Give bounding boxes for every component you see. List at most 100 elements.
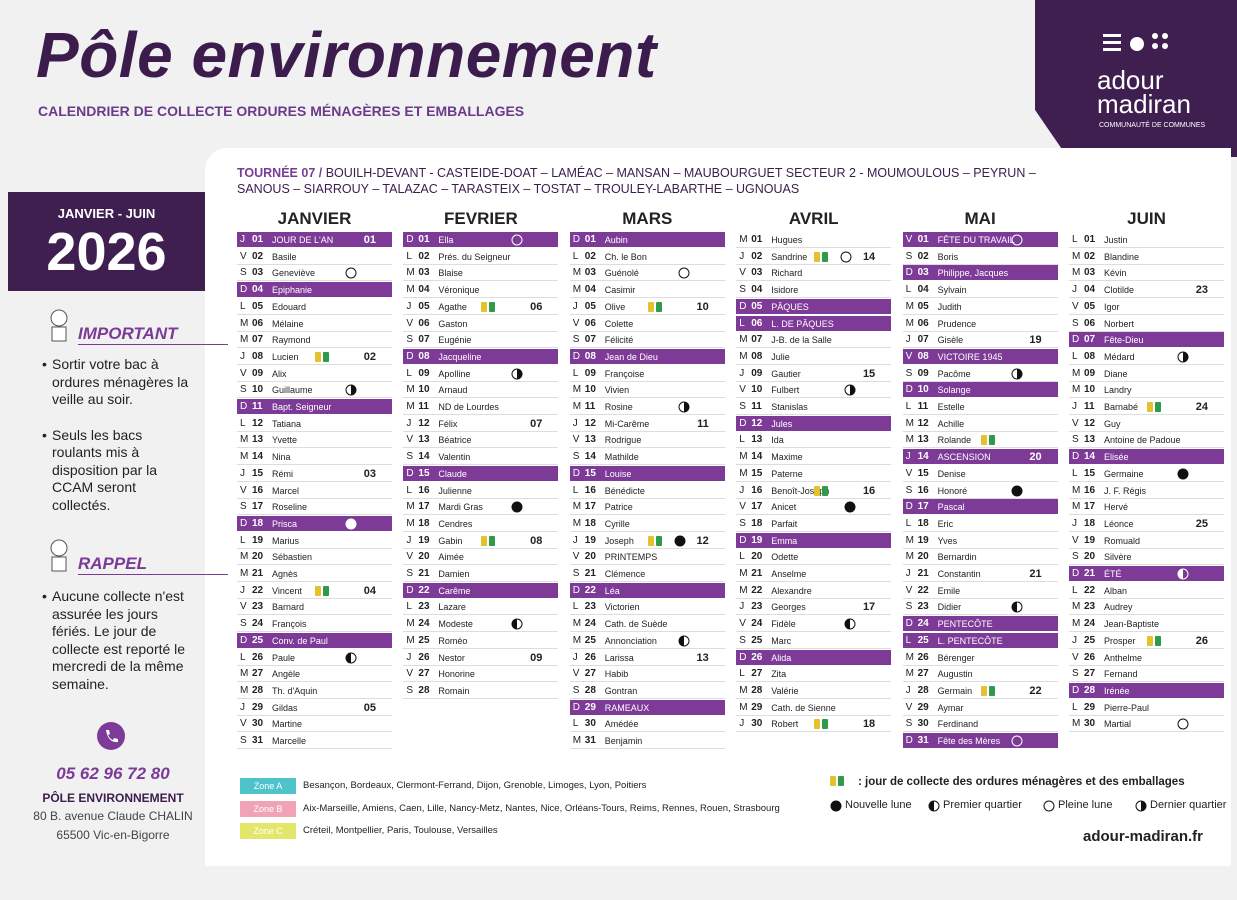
day-row: V 10 Fulbert [736,382,892,399]
weekday: J [406,417,412,429]
day-number: 28 [584,684,596,696]
day-number: 07 [418,334,430,346]
day-row: S 20 Silvère [1069,549,1224,566]
day-row: J 19 Joseph 12 [569,533,725,549]
saint: Conv. de Paul [272,635,328,646]
weekday: V [905,584,913,596]
weekday: V [739,384,746,396]
day-row: M 13 Rolande [902,432,1058,449]
bin-icon [830,773,850,789]
saint: Eugénie [438,335,472,346]
day-number: 08 [917,350,929,362]
saint: Rémi [272,468,294,479]
saint: Victorien [604,602,640,613]
moon-last [511,368,523,380]
day-number: 07 [584,334,596,346]
day-row: V 02 Basile [237,249,392,265]
day-number: 19 [584,534,596,546]
saint: Audrey [1104,602,1133,613]
saint: J. F. Régis [1104,485,1147,496]
logo-icon [1103,33,1168,51]
saint: Martial [1104,719,1132,730]
day-row: M 31 Benjamin [569,733,725,749]
saint: Aubin [604,235,628,245]
day-row: M 15 Paterne [736,466,892,482]
day-number: 04 [751,284,763,296]
week-number: 01 [363,234,376,246]
important-title: IMPORTANT [78,324,228,345]
day-row: S 28 Romain [403,683,559,699]
day-number: 23 [584,601,596,613]
bin-legend: : jour de collecte des ordures ménagères… [858,776,1185,788]
weekday: S [240,267,247,279]
day-number: 09 [418,367,430,379]
saint: Ch. le Bon [604,251,647,262]
day-row: D 12 Jules [736,415,892,432]
saint: Yves [937,535,958,546]
day-row: S 03 Geneviève [237,265,392,282]
saint: Fernand [1104,669,1138,680]
day-number: 02 [584,250,596,262]
saint: Mélaine [272,318,304,329]
weekday: J [905,334,911,346]
day-number: 27 [751,668,763,680]
saint: Mathilde [604,452,639,463]
weekday: J [572,651,578,663]
weekday: J [739,484,745,496]
day-row: D 14 Elisée [1069,449,1224,466]
week-number: 19 [1029,334,1042,347]
day-number: 10 [1084,384,1096,396]
day-number: 01 [751,234,763,245]
day-row: D 25 Conv. de Paul [237,632,392,649]
saint: Augustin [937,669,973,680]
saint: Prosper [1104,635,1136,646]
day-row: M 25 Roméo [403,633,559,649]
day-row: L 02 Prés. du Seigneur [403,249,559,265]
weekday: D [572,234,581,245]
day-number: 09 [584,367,596,379]
saint: Barnabé [1104,402,1139,412]
weekday: M [1072,601,1081,613]
saint: Guillaume [272,385,313,396]
day-number: 29 [584,701,596,713]
year-box: JANVIER - JUIN 2026 [8,192,205,291]
weekday: L [1072,467,1078,479]
weekday: S [572,684,580,696]
day-row: L 02 Ch. le Bon [569,249,725,265]
day-number: 21 [418,568,430,579]
tour-towns: BOUILH-DEVANT - CASTEIDE-DOAT – LAMÉAC –… [237,166,1036,196]
weekday: L [905,401,912,412]
day-number: 04 [252,284,264,296]
day-number: 11 [584,401,596,412]
saint: Hervé [1104,502,1129,513]
day-row: M 26 Bérenger [902,650,1058,666]
weekday: M [406,501,415,513]
weekday: D [572,467,581,479]
saint: Anselme [771,569,807,579]
moon-first [678,635,690,647]
zone-cities: Créteil, Montpellier, Paris, Toulouse, V… [303,825,498,836]
weekday: M [406,634,415,646]
day-number: 17 [1084,501,1096,513]
day-number: 29 [1084,701,1096,713]
day-number: 14 [917,451,929,463]
weekday: M [905,300,914,312]
moon-full [678,267,690,279]
day-number: 11 [252,401,263,412]
day-row: S 04 Isidore [736,282,892,299]
day-number: 23 [418,601,430,613]
day-row: D 01 Aubin [569,232,725,248]
saint: Blandine [1104,251,1140,262]
weekday: S [406,568,414,579]
day-row: M 21 Agnès [237,566,392,582]
bin-yellow [814,251,821,262]
saint: Georges [771,602,806,613]
week-number: 23 [1195,284,1208,297]
day-row: J 25 Prosper 26 [1069,633,1224,649]
weekday: M [739,451,748,463]
day-row: L 05 Edouard [237,299,392,315]
saint: Mi-Carême [604,418,650,429]
day-number: 03 [751,267,763,279]
weekday: S [905,250,913,262]
